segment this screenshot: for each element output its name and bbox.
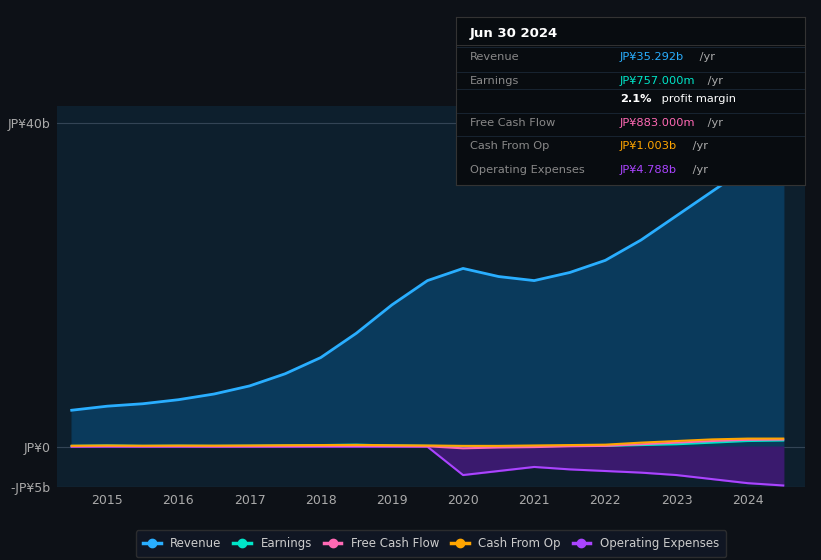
Text: JP¥757.000m: JP¥757.000m	[620, 76, 695, 86]
Text: JP¥883.000m: JP¥883.000m	[620, 118, 695, 128]
Text: /yr: /yr	[696, 52, 715, 62]
Text: Cash From Op: Cash From Op	[470, 141, 549, 151]
Text: /yr: /yr	[704, 76, 723, 86]
Text: Free Cash Flow: Free Cash Flow	[470, 118, 555, 128]
Text: JP¥1.003b: JP¥1.003b	[620, 141, 677, 151]
Text: Revenue: Revenue	[470, 52, 519, 62]
Text: /yr: /yr	[689, 141, 708, 151]
Text: /yr: /yr	[704, 118, 723, 128]
Text: JP¥4.788b: JP¥4.788b	[620, 165, 677, 175]
Text: Earnings: Earnings	[470, 76, 519, 86]
Text: JP¥35.292b: JP¥35.292b	[620, 52, 684, 62]
Text: /yr: /yr	[689, 165, 708, 175]
Text: Jun 30 2024: Jun 30 2024	[470, 27, 557, 40]
Legend: Revenue, Earnings, Free Cash Flow, Cash From Op, Operating Expenses: Revenue, Earnings, Free Cash Flow, Cash …	[136, 530, 726, 557]
Text: Operating Expenses: Operating Expenses	[470, 165, 585, 175]
Text: profit margin: profit margin	[658, 94, 736, 104]
Text: 2.1%: 2.1%	[620, 94, 651, 104]
